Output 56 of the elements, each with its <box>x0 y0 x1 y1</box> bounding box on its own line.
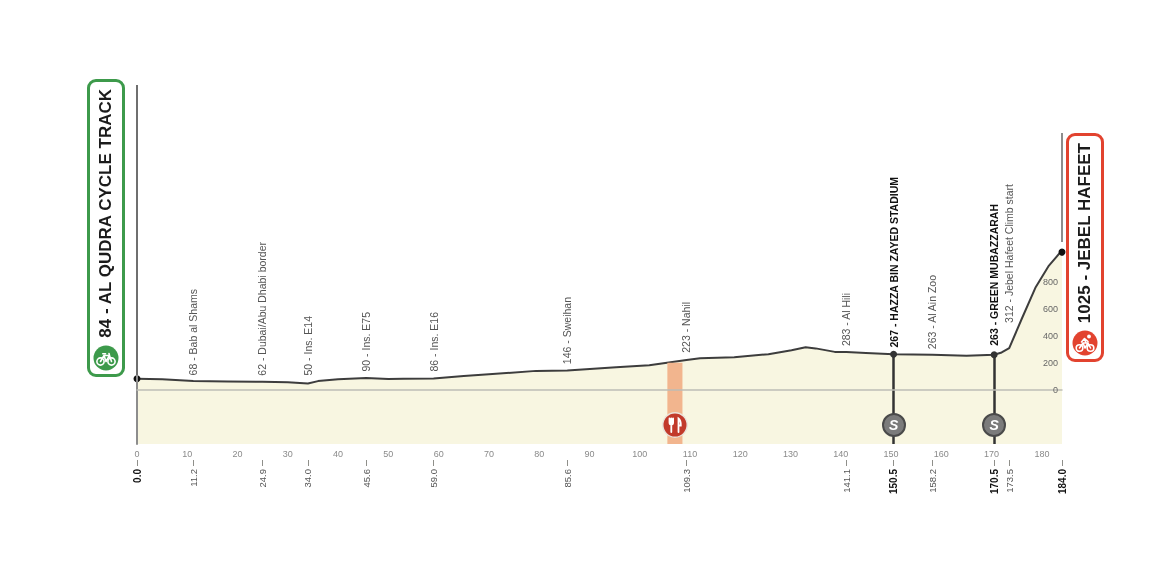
x-tick-label: 180 <box>1034 448 1050 459</box>
x2-tick-label: 109.3 <box>680 469 692 493</box>
x-tick-label: 150 <box>883 448 899 459</box>
y-tick-label: 600 <box>1042 304 1058 315</box>
annotation: 263 - GREEN MUBAZZARAH <box>988 204 1001 346</box>
annotation: 62 - Dubai/Abu Dhabi border <box>256 241 269 376</box>
x-tick-label: 50 <box>383 448 394 459</box>
annotation: 263 - Al Ain Zoo <box>926 274 939 349</box>
x2-tick-label: 158.2 <box>926 469 938 493</box>
x2-tick-label: 141.1 <box>840 469 852 493</box>
y-tick-label: 0 <box>1052 385 1058 396</box>
x-tick-label: 40 <box>333 448 344 459</box>
x2-tick-label: 59.0 <box>428 469 440 488</box>
x-tick-label: 70 <box>483 448 494 459</box>
ref-line-label: S <box>888 417 899 433</box>
x-tick-label: 0 <box>134 448 140 459</box>
x-tick-label: 100 <box>632 448 648 459</box>
x2-tick-label: 85.6 <box>561 469 573 488</box>
x2-tick-label: 11.2 <box>187 469 199 487</box>
annotation: 1025 - JEBEL HAFEET <box>1074 143 1095 324</box>
annotation: 267 - HAZZA BIN ZAYED STADIUM <box>887 176 900 348</box>
x-tick-label: 160 <box>933 448 949 459</box>
annotation: 84 - AL QUDRA CYCLE TRACK <box>95 88 116 338</box>
x2-tick-label: 150.5 <box>888 468 900 495</box>
x2-tick-label: 45.6 <box>360 469 372 488</box>
x2-tick-label: 184.0 <box>1056 468 1068 495</box>
annotation: 50 - Ins. E14 <box>301 315 314 376</box>
annotation: 68 - Bab al Shams <box>187 288 200 375</box>
x-tick-label: 10 <box>182 448 193 459</box>
x2-tick-label: 0.0 <box>131 468 143 483</box>
x-tick-label: 140 <box>833 448 849 459</box>
x2-tick-label: 170.5 <box>988 468 1000 495</box>
label-frame: 84 - AL QUDRA CYCLE TRACK <box>87 78 125 377</box>
y-tick-label: 800 <box>1042 277 1058 288</box>
x-tick-label: 90 <box>584 448 595 459</box>
x-tick-label: 60 <box>433 448 444 459</box>
x-tick-label: 80 <box>534 448 545 459</box>
x-tick-label: 170 <box>984 448 1000 459</box>
annotation: 223 - Nahil <box>680 301 693 353</box>
x2-tick-label: 34.0 <box>302 469 314 488</box>
annotation: 86 - Ins. E16 <box>427 311 440 372</box>
x2-tick-label: 24.9 <box>256 469 268 488</box>
annotation: 146 - Sweihan <box>561 296 574 365</box>
x-tick-label: 20 <box>232 448 243 459</box>
annotation: 283 - Al Hili <box>840 292 853 347</box>
y-tick-label: 400 <box>1042 331 1058 342</box>
annotation: 312 - Jebel Hafeet Climb start <box>1003 184 1016 324</box>
x-tick-label: 30 <box>282 448 293 459</box>
x-tick-label: 110 <box>682 448 698 459</box>
y-tick-label: 200 <box>1042 358 1058 369</box>
label-frame: 1025 - JEBEL HAFEET <box>1066 133 1104 363</box>
x-tick-label: 130 <box>783 448 799 459</box>
x2-tick-label: 173.5 <box>1003 469 1015 493</box>
ref-line-label: S <box>989 417 999 433</box>
x-tick-label: 120 <box>732 448 748 459</box>
annotation: 90 - Ins. E75 <box>360 312 373 372</box>
